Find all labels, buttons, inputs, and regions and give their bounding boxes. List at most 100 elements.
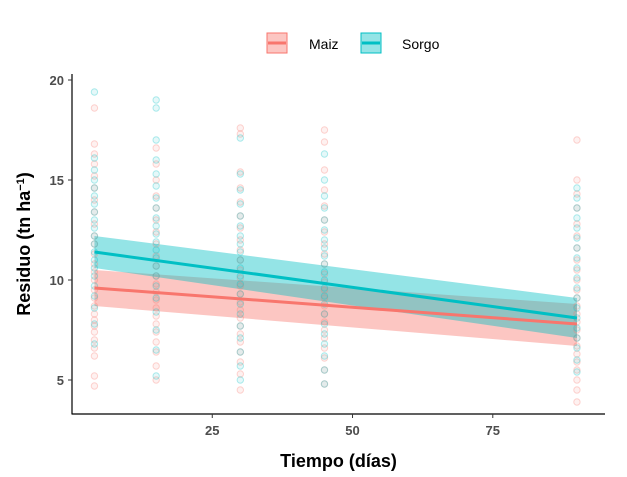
point-maiz — [152, 228, 160, 236]
point-maiz — [90, 220, 99, 228]
point-sorgo — [90, 320, 99, 328]
point-sorgo — [320, 236, 329, 244]
point-maiz — [320, 334, 329, 342]
point-maiz — [573, 232, 581, 240]
point-maiz — [152, 192, 160, 200]
point-sorgo — [90, 264, 99, 272]
y-axis-title: Residuo (tn ha−1) — [14, 172, 34, 316]
point-sorgo — [152, 214, 160, 222]
point-maiz — [320, 202, 329, 210]
point-sorgo — [152, 194, 160, 202]
x-tick-label: 75 — [486, 423, 500, 438]
point-sorgo — [236, 376, 245, 384]
point-maiz — [320, 286, 329, 294]
point-maiz — [320, 344, 329, 352]
point-sorgo — [152, 182, 160, 190]
confidence-bands — [94, 236, 577, 346]
point-maiz — [236, 130, 245, 138]
point-maiz — [573, 256, 581, 264]
point-sorgo — [90, 224, 99, 232]
point-sorgo — [320, 260, 329, 268]
point-sorgo — [90, 154, 99, 162]
point-sorgo — [152, 372, 160, 380]
y-tick-label: 10 — [50, 273, 64, 288]
point-sorgo — [573, 244, 581, 252]
point-sorgo — [152, 136, 160, 144]
point-sorgo — [320, 284, 329, 292]
point-maiz — [573, 244, 581, 252]
point-sorgo — [152, 262, 160, 270]
point-sorgo — [320, 320, 329, 328]
point-maiz — [320, 326, 329, 334]
point-maiz — [236, 386, 245, 394]
confidence-band-sorgo — [94, 236, 577, 338]
point-maiz — [573, 294, 581, 302]
point-sorgo — [236, 186, 245, 194]
point-sorgo — [573, 274, 581, 282]
point-maiz — [236, 224, 245, 232]
point-sorgo — [573, 204, 581, 212]
point-sorgo — [236, 222, 245, 230]
point-maiz — [573, 376, 581, 384]
point-sorgo — [236, 310, 245, 318]
point-maiz — [573, 266, 581, 274]
point-sorgo — [152, 204, 160, 212]
confidence-band-maiz — [94, 270, 577, 346]
point-maiz — [90, 240, 99, 248]
point-sorgo — [236, 248, 245, 256]
x-tick-label: 25 — [205, 423, 219, 438]
point-sorgo — [320, 150, 329, 158]
point-maiz — [152, 160, 160, 168]
point-maiz — [90, 276, 99, 284]
point-maiz — [320, 228, 329, 236]
point-maiz — [90, 322, 99, 330]
point-maiz — [236, 290, 245, 298]
point-sorgo — [90, 88, 99, 96]
point-maiz — [320, 366, 329, 374]
point-sorgo — [152, 170, 160, 178]
point-maiz — [90, 184, 99, 192]
fit-line-sorgo — [94, 250, 578, 320]
point-sorgo — [152, 104, 160, 112]
point-maiz — [152, 176, 160, 184]
point-sorgo — [90, 240, 99, 248]
point-maiz — [90, 294, 99, 302]
legend: Maiz Sorgo — [266, 32, 440, 54]
x-axis-title: Tiempo (días) — [280, 451, 397, 471]
point-maiz — [152, 262, 160, 270]
point-maiz — [90, 336, 99, 344]
point-maiz — [320, 294, 329, 302]
point-maiz — [90, 172, 99, 180]
point-sorgo — [573, 264, 581, 272]
point-sorgo — [90, 304, 99, 312]
point-maiz — [573, 204, 581, 212]
point-maiz — [90, 196, 99, 204]
point-maiz — [320, 166, 329, 174]
point-maiz — [573, 190, 581, 198]
point-sorgo — [320, 252, 329, 260]
y-axis-title-superscript: −1 — [15, 178, 27, 191]
point-maiz — [152, 216, 160, 224]
point-sorgo — [152, 230, 160, 238]
point-sorgo — [90, 200, 99, 208]
point-sorgo — [320, 176, 329, 184]
point-maiz — [236, 124, 245, 132]
point-maiz — [152, 280, 160, 288]
point-sorgo — [573, 368, 581, 376]
legend-label-maiz: Maiz — [309, 36, 339, 52]
point-maiz — [90, 260, 99, 268]
point-maiz — [236, 338, 245, 346]
point-sorgo — [90, 166, 99, 174]
point-maiz — [90, 344, 99, 352]
point-maiz — [152, 272, 160, 280]
point-sorgo — [320, 216, 329, 224]
point-sorgo — [152, 96, 160, 104]
point-maiz — [152, 362, 160, 370]
point-sorgo — [90, 340, 99, 348]
point-sorgo — [320, 352, 329, 360]
point-maiz — [152, 204, 160, 212]
point-sorgo — [90, 216, 99, 224]
point-maiz — [573, 326, 581, 334]
point-sorgo — [236, 362, 245, 370]
